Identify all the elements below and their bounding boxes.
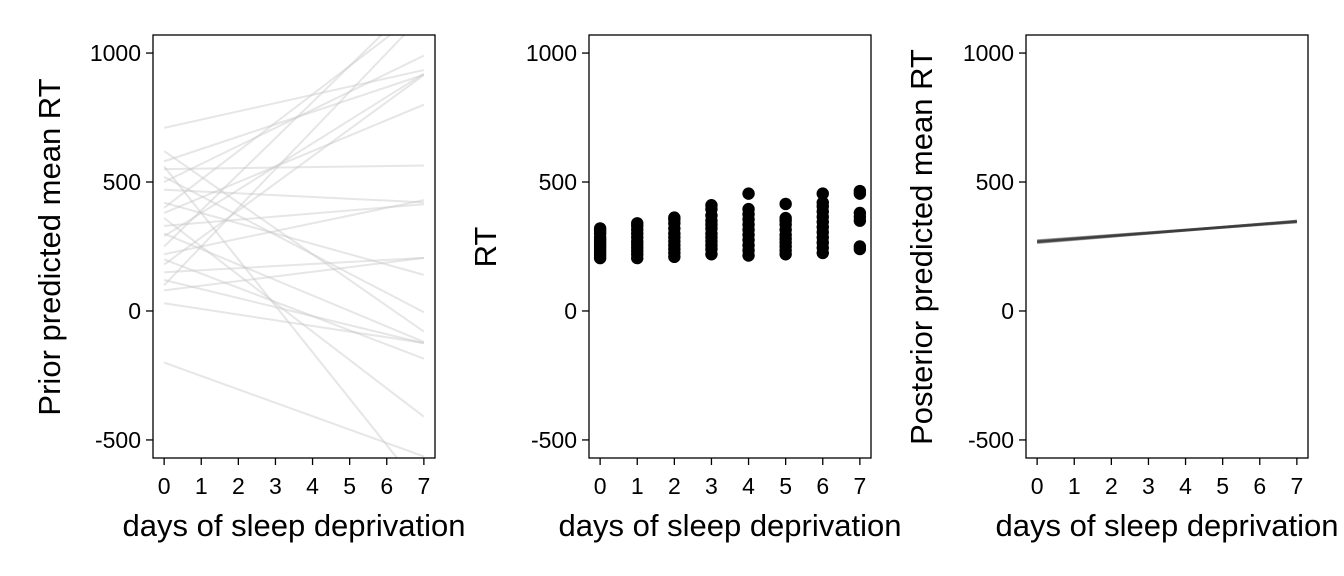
y-tick-label: 0 xyxy=(1001,298,1014,324)
data-point xyxy=(816,187,829,200)
series-line xyxy=(163,74,425,266)
series-line xyxy=(163,150,425,333)
data-point xyxy=(779,197,792,211)
series-line xyxy=(164,256,424,292)
x-tick-label: 1 xyxy=(195,473,208,499)
series-line xyxy=(1037,219,1297,244)
plot-frame xyxy=(152,34,436,459)
x-tick-label: 7 xyxy=(1290,473,1303,499)
series-line xyxy=(163,69,425,129)
x-tick-label: 4 xyxy=(742,473,755,499)
series-line xyxy=(163,54,425,183)
y-axis-label: RT xyxy=(468,227,503,268)
series-line xyxy=(1037,220,1297,242)
series-line xyxy=(163,35,392,209)
series-line xyxy=(163,199,425,256)
series-line xyxy=(164,164,424,171)
data-point xyxy=(668,211,681,224)
data-point xyxy=(742,202,755,216)
series-line xyxy=(1037,219,1297,245)
series-line xyxy=(163,103,425,214)
x-tick-label: 6 xyxy=(816,473,829,499)
x-tick-label: 3 xyxy=(705,473,718,499)
series-line xyxy=(164,188,424,204)
x-axis-label: days of sleep deprivation xyxy=(559,508,902,543)
series-line xyxy=(163,232,425,343)
x-tick-label: 0 xyxy=(594,473,607,499)
series-line xyxy=(164,256,424,274)
y-tick-label: 0 xyxy=(128,298,141,324)
y-tick-label: -500 xyxy=(95,427,141,453)
data-point xyxy=(631,217,644,230)
series-line xyxy=(163,361,425,458)
y-tick-label: 500 xyxy=(103,169,141,195)
y-tick-label: 1000 xyxy=(963,40,1014,66)
data-point xyxy=(705,199,718,212)
data-point xyxy=(779,211,792,225)
x-tick-label: 2 xyxy=(1105,473,1118,499)
x-tick-label: 0 xyxy=(158,473,171,499)
y-tick-label: 500 xyxy=(539,169,577,195)
data-point xyxy=(742,187,755,200)
y-tick-label: 500 xyxy=(976,169,1014,195)
y-tick-label: -500 xyxy=(531,427,577,453)
series-line xyxy=(163,258,425,360)
plot-area xyxy=(1037,219,1297,245)
data-point xyxy=(853,206,867,220)
plot-frame xyxy=(1025,34,1309,459)
x-tick-label: 2 xyxy=(668,473,681,499)
x-tick-label: 0 xyxy=(1031,473,1044,499)
y-tick-label: 1000 xyxy=(90,40,141,66)
x-tick-label: 5 xyxy=(343,473,356,499)
series-line xyxy=(163,279,425,345)
series-line xyxy=(1037,219,1297,244)
data-point xyxy=(816,196,829,209)
data-point xyxy=(853,184,867,198)
plot-frame xyxy=(588,34,872,459)
plot-area xyxy=(163,35,425,458)
series-line xyxy=(163,72,425,238)
y-axis-label: Prior predicted mean RT xyxy=(32,78,67,415)
y-axis-label: Posterior predicted mean RT xyxy=(904,49,939,445)
series-line xyxy=(163,201,425,276)
series-line xyxy=(163,175,425,314)
series-line xyxy=(1037,220,1297,244)
x-tick-label: 7 xyxy=(417,473,430,499)
series-line xyxy=(163,35,383,248)
series-line xyxy=(1037,220,1297,243)
data-point xyxy=(853,240,867,253)
x-tick-label: 4 xyxy=(1179,473,1192,499)
x-tick-label: 2 xyxy=(232,473,245,499)
x-tick-label: 3 xyxy=(269,473,282,499)
data-point xyxy=(593,222,607,235)
plot-area xyxy=(593,184,867,265)
y-tick-label: 0 xyxy=(564,298,577,324)
series-line xyxy=(163,302,425,344)
x-tick-label: 3 xyxy=(1142,473,1155,499)
series-line xyxy=(163,73,425,163)
series-line xyxy=(163,217,425,418)
y-tick-label: -500 xyxy=(968,427,1014,453)
series-line xyxy=(163,35,406,286)
x-tick-label: 5 xyxy=(1216,473,1229,499)
x-axis-label: days of sleep deprivation xyxy=(996,508,1339,543)
x-tick-label: 6 xyxy=(380,473,393,499)
series-line xyxy=(1037,220,1297,243)
y-tick-label: 1000 xyxy=(526,40,577,66)
x-tick-label: 4 xyxy=(306,473,319,499)
x-tick-label: 1 xyxy=(1068,473,1081,499)
series-line xyxy=(163,165,399,458)
x-tick-label: 5 xyxy=(779,473,792,499)
series-line xyxy=(1037,220,1297,243)
x-tick-label: 7 xyxy=(853,473,866,499)
x-tick-label: 6 xyxy=(1253,473,1266,499)
x-axis-label: days of sleep deprivation xyxy=(123,508,466,543)
x-tick-label: 1 xyxy=(631,473,644,499)
series-line xyxy=(164,203,424,227)
